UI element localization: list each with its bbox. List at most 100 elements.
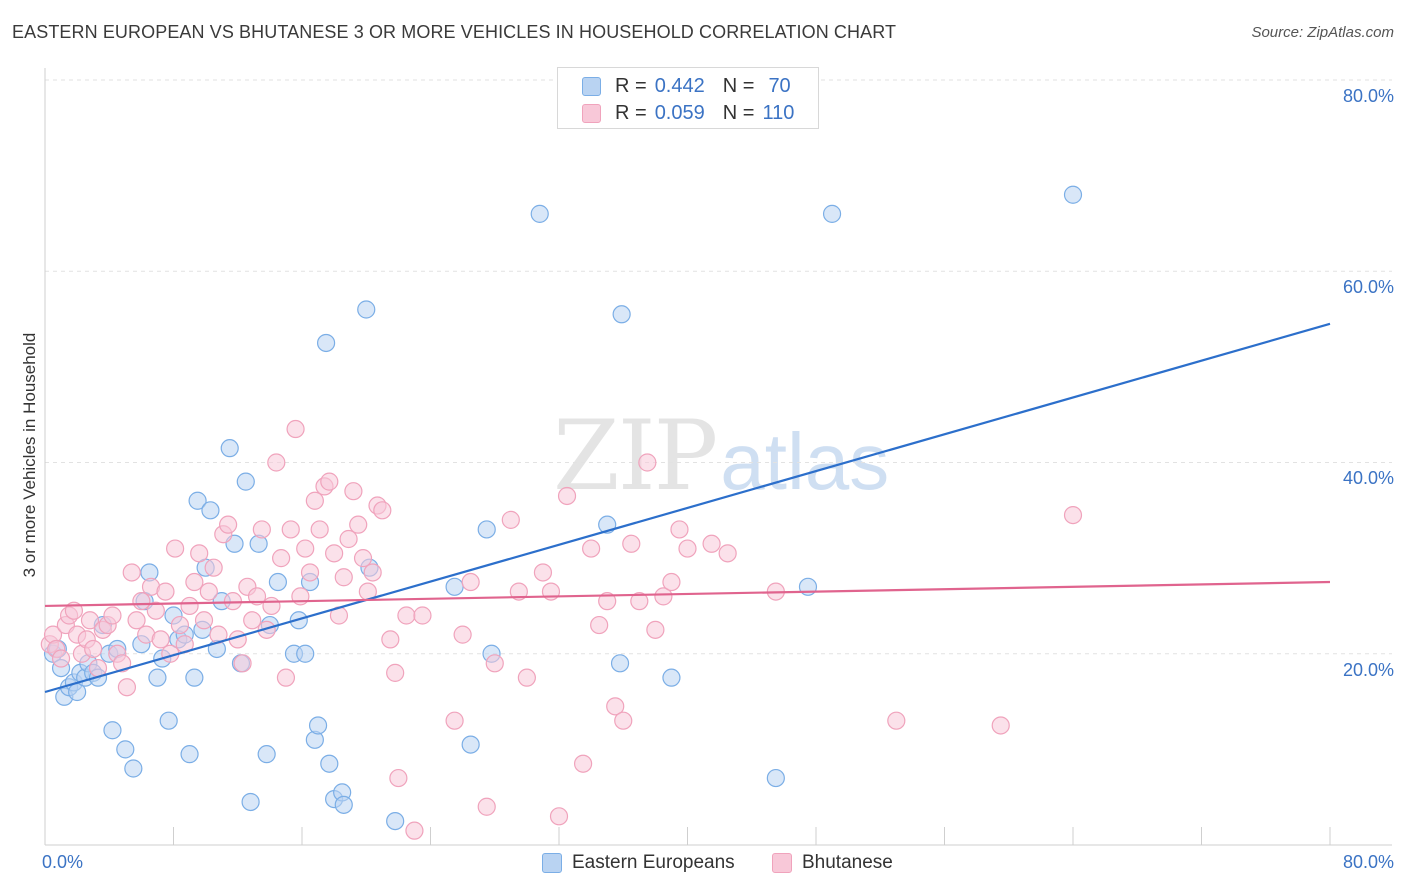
- data-point-bhutanese: [51, 649, 71, 668]
- data-point-eastern-europeans: [357, 300, 376, 319]
- data-point-eastern-europeans: [766, 768, 785, 788]
- swatch-eastern-europeans: [582, 76, 601, 96]
- data-point-bhutanese: [199, 582, 218, 601]
- data-point-bhutanese: [180, 596, 199, 616]
- data-point-eastern-europeans: [1063, 185, 1083, 204]
- data-point-bhutanese: [305, 491, 324, 510]
- data-point-eastern-europeans: [530, 204, 549, 223]
- data-point-bhutanese: [252, 520, 271, 539]
- data-point-eastern-europeans: [159, 711, 178, 730]
- data-point-bhutanese: [223, 592, 243, 611]
- data-point-bhutanese: [887, 711, 906, 730]
- data-point-bhutanese: [353, 549, 373, 568]
- data-point-bhutanese: [598, 592, 617, 611]
- y-tick-label-40: 40.0%: [1342, 468, 1394, 488]
- data-point-eastern-europeans: [477, 520, 496, 539]
- data-point-bhutanese: [243, 611, 262, 630]
- data-point-bhutanese: [509, 582, 528, 601]
- data-point-bhutanese: [276, 668, 296, 687]
- r-value-eastern-europeans: 0.442: [654, 74, 705, 97]
- data-point-eastern-europeans: [201, 501, 220, 520]
- data-point-bhutanese: [485, 654, 504, 673]
- legend-item-eastern-europeans[interactable]: Eastern Europeans: [542, 852, 735, 874]
- trend-lines: [44, 322, 1331, 694]
- series-legend: Eastern Europeans Bhutanese: [0, 852, 1406, 878]
- data-point-bhutanese: [517, 668, 536, 687]
- data-point-bhutanese: [630, 592, 649, 611]
- data-point-bhutanese: [413, 606, 432, 625]
- gridlines: [45, 79, 1392, 655]
- data-point-bhutanese: [185, 572, 204, 592]
- data-point-bhutanese: [300, 563, 320, 582]
- data-point-eastern-europeans: [334, 795, 353, 814]
- chart-title: EASTERN EUROPEAN VS BHUTANESE 3 OR MORE …: [12, 22, 897, 42]
- data-point-bhutanese: [718, 544, 737, 563]
- data-point-bhutanese: [103, 606, 122, 625]
- data-point-eastern-europeans: [320, 754, 339, 773]
- data-point-bhutanese: [84, 639, 103, 659]
- data-point-bhutanese: [1063, 505, 1083, 525]
- data-point-bhutanese: [363, 563, 382, 582]
- data-point-bhutanese: [344, 482, 363, 501]
- data-point-eastern-europeans: [241, 792, 260, 812]
- data-point-bhutanese: [381, 630, 400, 649]
- data-point-bhutanese: [533, 563, 553, 582]
- legend-label-eastern-europeans: Eastern Europeans: [572, 852, 735, 873]
- data-point-bhutanese: [389, 768, 408, 788]
- data-point-eastern-europeans: [610, 654, 630, 673]
- data-point-bhutanese: [373, 501, 392, 520]
- data-point-eastern-europeans: [180, 745, 199, 764]
- data-point-bhutanese: [397, 606, 416, 625]
- data-point-eastern-europeans: [124, 759, 143, 778]
- data-point-eastern-europeans: [103, 721, 122, 740]
- data-point-bhutanese: [80, 611, 100, 630]
- data-point-eastern-europeans: [386, 811, 405, 831]
- legend-label-bhutanese: Bhutanese: [802, 852, 893, 873]
- data-point-eastern-europeans: [612, 305, 631, 324]
- r-label: R =: [615, 74, 647, 97]
- data-point-eastern-europeans: [257, 745, 276, 764]
- data-point-bhutanese: [170, 615, 190, 635]
- data-point-bhutanese: [156, 582, 175, 601]
- y-axis-title: 3 or more Vehicles in Household: [20, 332, 39, 578]
- data-point-eastern-europeans: [185, 668, 204, 687]
- n-value-bhutanese: 110: [762, 101, 795, 124]
- axes: [44, 68, 1392, 846]
- data-point-bhutanese: [204, 558, 223, 577]
- data-points: [40, 185, 1083, 840]
- stats-row-eastern-europeans: R = 0.442 N = 70: [582, 73, 791, 99]
- data-point-eastern-europeans: [220, 439, 239, 458]
- data-point-bhutanese: [247, 587, 267, 606]
- data-point-bhutanese: [582, 539, 601, 558]
- data-point-bhutanese: [267, 453, 286, 472]
- data-point-eastern-europeans: [445, 577, 464, 596]
- data-point-bhutanese: [590, 615, 609, 635]
- n-value-eastern-europeans: 70: [768, 74, 791, 97]
- data-point-bhutanese: [445, 711, 464, 730]
- data-point-bhutanese: [151, 630, 170, 649]
- data-point-bhutanese: [349, 515, 368, 534]
- data-point-bhutanese: [146, 601, 165, 620]
- data-point-bhutanese: [606, 697, 625, 716]
- x-tick-label-80: 80.0%: [1342, 852, 1394, 872]
- data-point-eastern-europeans: [316, 333, 336, 353]
- r-value-bhutanese: 0.059: [654, 101, 705, 124]
- data-point-bhutanese: [310, 520, 329, 539]
- data-point-bhutanese: [654, 587, 673, 606]
- data-point-eastern-europeans: [662, 668, 681, 687]
- data-point-bhutanese: [219, 515, 238, 534]
- legend-swatch-bhutanese: [772, 853, 792, 873]
- data-point-eastern-europeans: [308, 716, 328, 735]
- data-point-eastern-europeans: [236, 472, 255, 491]
- data-point-bhutanese: [117, 678, 137, 697]
- data-point-bhutanese: [678, 539, 697, 558]
- data-point-bhutanese: [549, 807, 569, 826]
- data-point-bhutanese: [557, 486, 577, 506]
- y-tick-label-80: 80.0%: [1342, 86, 1394, 106]
- legend-item-bhutanese[interactable]: Bhutanese: [772, 852, 893, 874]
- data-point-bhutanese: [573, 754, 593, 773]
- data-point-bhutanese: [670, 520, 689, 539]
- data-point-bhutanese: [325, 544, 344, 563]
- chart-source: Source: ZipAtlas.com: [1251, 24, 1394, 41]
